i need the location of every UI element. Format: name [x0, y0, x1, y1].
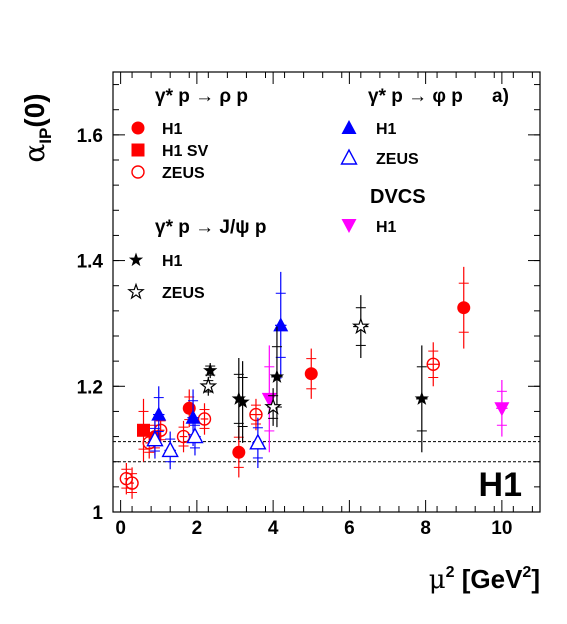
legend-label-jpsi-h1: H1 — [162, 253, 183, 270]
legend-marker-rho-zeus — [131, 165, 145, 179]
jpsi_zeus-point-1 — [264, 397, 282, 415]
legend-label-rho-h1: H1 — [162, 121, 183, 138]
legend-label-phi-h1: H1 — [376, 121, 397, 138]
rho_zeus-point-7 — [426, 357, 440, 371]
legend-markers — [127, 120, 358, 300]
legend-marker-jpsi-zeus — [127, 282, 145, 300]
jpsi_h1-point-2 — [235, 394, 250, 409]
legend-label-rho-h1sv: H1 SV — [162, 143, 209, 160]
x-axis-label: μ2 [GeV2] — [429, 564, 540, 595]
series-phi_zeus — [146, 417, 267, 470]
phi_zeus-point-0 — [146, 430, 164, 447]
x-tick-label: 2 — [192, 518, 203, 539]
legend-label-phi-zeus: ZEUS — [376, 151, 419, 168]
jpsi_h1-point-1 — [231, 391, 246, 405]
dvcs_h1-point-1 — [494, 402, 510, 417]
series-dvcs_h1 — [261, 345, 510, 453]
phi_h1-point-1 — [185, 409, 201, 424]
jpsi_h1-point-0 — [203, 363, 218, 377]
legend-marker-phi-zeus — [340, 148, 358, 165]
legend-label-jpsi-zeus: ZEUS — [162, 285, 205, 302]
legend-title-rho: γ* p → ρ p — [155, 86, 248, 107]
x-tick-label: 8 — [420, 518, 431, 539]
phi_h1-point-0 — [151, 406, 167, 421]
y-axis-label: αIP(0) — [18, 93, 55, 162]
legend-title-jpsi: γ* p → J/ψ p — [155, 217, 266, 238]
phi_zeus-point-3 — [249, 433, 267, 450]
phi_zeus-point-2 — [186, 427, 204, 444]
legend-label-rho-zeus: ZEUS — [162, 165, 205, 182]
rho_zeus-point-1 — [125, 476, 139, 490]
rho_zeus-point-6 — [249, 407, 263, 422]
series-phi_h1 — [151, 271, 289, 446]
jpsi_h1-point-3 — [269, 369, 285, 383]
y-tick-label: 1.6 — [77, 126, 103, 147]
rho_h1-point-3 — [304, 367, 318, 381]
phi_h1-point-2 — [273, 317, 289, 332]
series-jpsi_zeus — [199, 295, 370, 426]
legend-title-dvcs: DVCS — [370, 186, 426, 208]
phi_zeus-point-1 — [161, 440, 179, 458]
y-tick-label: 1 — [92, 503, 103, 524]
y-tick-label: 1.2 — [77, 377, 103, 398]
rho_h1-point-2 — [232, 445, 246, 459]
legend-marker-rho-h1 — [131, 121, 145, 135]
rho_h1-point-4 — [457, 301, 471, 315]
legend-marker-rho-h1sv — [131, 143, 145, 157]
jpsi_h1-point-4 — [414, 391, 429, 405]
x-tick-label: 6 — [344, 518, 355, 539]
axis-ticks: 0 2 4 6 8 10 1 1.2 1.4 1.6 — [77, 72, 540, 539]
x-tick-label: 4 — [268, 518, 279, 539]
legend-title-phi: γ* p → φ p — [368, 86, 463, 107]
rho_h1sv-point-0 — [137, 423, 150, 437]
plot-frame — [112, 71, 541, 513]
y-tick-label: 1.4 — [77, 252, 104, 273]
panel-label: a) — [492, 86, 509, 107]
legend-marker-phi-h1 — [341, 120, 357, 134]
legend-label-dvcs-h1: H1 — [376, 219, 397, 236]
series-jpsi_h1 — [203, 326, 429, 453]
legend-marker-dvcs-h1 — [341, 219, 357, 233]
x-tick-label: 0 — [115, 518, 126, 539]
jpsi_zeus-point-2 — [351, 317, 370, 335]
reference-lines — [113, 441, 540, 463]
series-rho_zeus — [119, 342, 440, 499]
data-layer — [119, 266, 510, 499]
rho_zeus-point-5 — [197, 412, 212, 426]
legend-marker-jpsi-h1 — [128, 252, 144, 267]
x-tick-label: 10 — [491, 518, 512, 539]
experiment-logo: H1 — [479, 466, 522, 504]
jpsi_zeus-point-0 — [199, 376, 218, 394]
